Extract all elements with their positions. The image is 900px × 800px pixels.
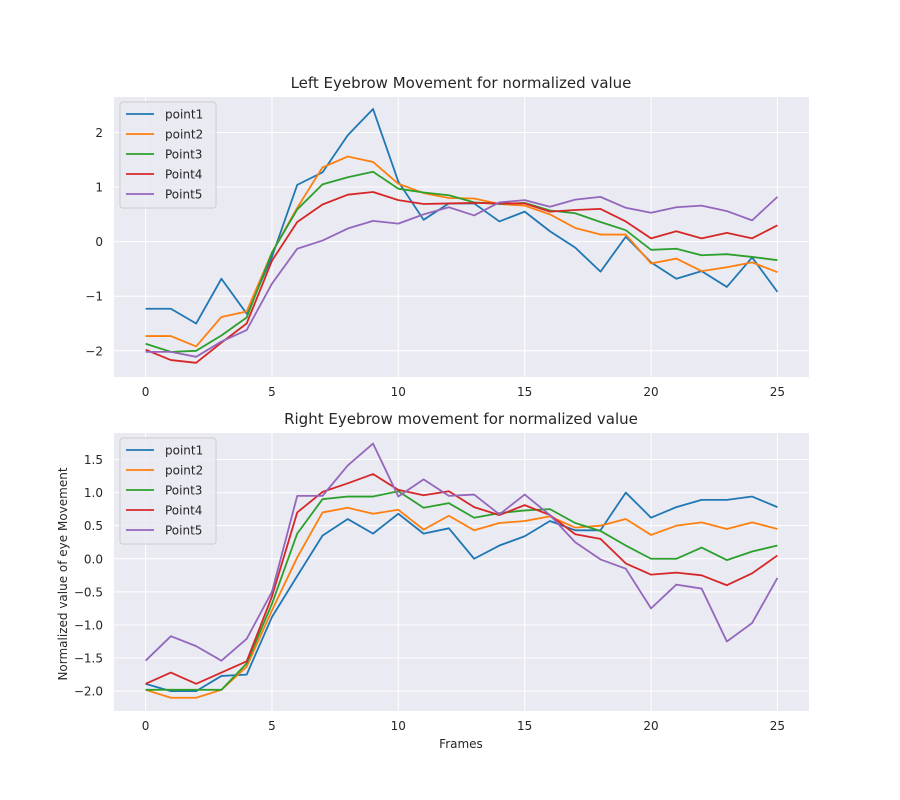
y-tick-label: −0.5 (74, 585, 103, 599)
x-axis-label: Frames (439, 737, 483, 751)
y-tick-label: 1.5 (84, 453, 103, 467)
series-line-Point5 (145, 195, 779, 358)
series-line-Point3 (145, 170, 778, 353)
x-tick-label: 15 (517, 385, 532, 399)
top-chart: Left Eyebrow Movement for normalized val… (85, 74, 809, 399)
tick-labels: 0 5 10 15 20 25 −2 −1 0 1 2 (85, 126, 785, 399)
y-tick-label: 0 (95, 235, 103, 249)
legend-label: Point5 (165, 188, 202, 202)
legend-label: point2 (165, 128, 203, 142)
bottom-chart: Right Eyebrow movement for normalized va… (56, 410, 809, 751)
legend-label: Point3 (165, 148, 202, 162)
chart-title: Left Eyebrow Movement for normalized val… (291, 74, 632, 92)
x-tick-label: 5 (268, 385, 276, 399)
series-line-Point4 (145, 191, 778, 364)
legend-label: point1 (165, 108, 203, 122)
legend[interactable]: point1 point2 Point3 Point4 Point5 (119, 101, 217, 209)
legend-label: point2 (165, 464, 203, 478)
tick-labels: 0 5 10 15 20 25 −2.0 −1.5 −1.0 −0.5 0.0 0.5 1.0 1.5 (74, 453, 785, 733)
series-lines (145, 108, 779, 364)
series-line-Point5 (144, 442, 779, 662)
legend[interactable]: point1 point2 Point3 Point4 Point5 (119, 437, 217, 545)
series-line-Point3 (145, 490, 778, 691)
x-tick-label: 10 (391, 719, 406, 733)
series-line-point1 (145, 491, 778, 693)
legend-label: Point3 (165, 484, 202, 498)
series-line-point2 (145, 506, 778, 699)
x-tick-label: 20 (643, 385, 658, 399)
legend-label: Point4 (165, 168, 202, 182)
y-tick-label: 1.0 (84, 486, 103, 500)
x-tick-label: 20 (643, 719, 658, 733)
plot-area (114, 433, 809, 711)
x-tick-label: 0 (142, 385, 150, 399)
legend-label: Point4 (165, 504, 202, 518)
y-tick-label: −1.0 (74, 618, 103, 632)
chart-title: Right Eyebrow movement for normalized va… (284, 410, 638, 428)
y-tick-label: −1.5 (74, 652, 103, 666)
y-axis-label: Normalized value of eye Movement (56, 467, 70, 680)
y-tick-label: −2.0 (74, 685, 103, 699)
x-tick-label: 15 (517, 719, 532, 733)
y-tick-label: −1 (85, 290, 103, 304)
x-tick-label: 5 (268, 719, 276, 733)
x-tick-label: 0 (142, 719, 150, 733)
y-tick-label: 0.5 (84, 519, 103, 533)
y-tick-label: −2 (85, 344, 103, 358)
legend-label: point1 (165, 444, 203, 458)
y-tick-label: 0.0 (84, 552, 103, 566)
series-line-Point4 (145, 473, 778, 685)
y-tick-label: 1 (95, 181, 103, 195)
x-tick-label: 25 (770, 385, 785, 399)
grid (114, 97, 809, 377)
y-tick-label: 2 (95, 126, 103, 140)
x-tick-label: 10 (391, 385, 406, 399)
legend-box (119, 101, 217, 209)
legend-label: Point5 (165, 524, 202, 538)
series-lines (144, 442, 779, 699)
legend-box (119, 437, 217, 545)
x-tick-label: 25 (770, 719, 785, 733)
